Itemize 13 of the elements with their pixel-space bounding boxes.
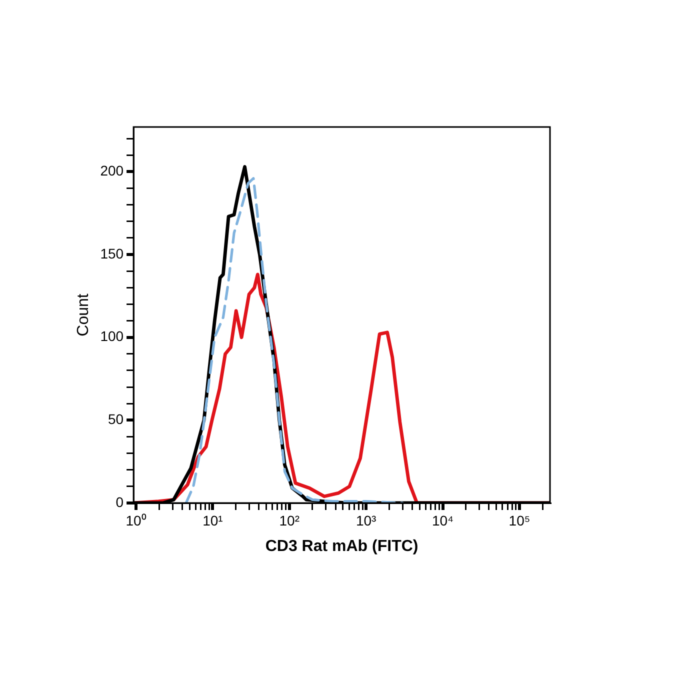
y-tick-label: 200: [100, 162, 124, 179]
x-tick-label: 10³: [356, 512, 377, 528]
y-tick-label: 100: [100, 328, 124, 344]
x-tick-label: 10²: [279, 512, 300, 528]
y-tick-label: 150: [100, 245, 124, 262]
x-tick-label: 10⁵: [508, 512, 530, 528]
y-tick-label: 0: [116, 494, 124, 510]
y-axis-title: Count: [75, 293, 92, 336]
x-axis-title: CD3 Rat mAb (FITC): [265, 538, 418, 555]
x-tick-label: 10⁴: [432, 512, 454, 528]
x-tick-label: 10¹: [202, 512, 224, 528]
y-tick-label: 50: [108, 411, 124, 428]
x-tick-label: 10⁰: [126, 512, 146, 528]
